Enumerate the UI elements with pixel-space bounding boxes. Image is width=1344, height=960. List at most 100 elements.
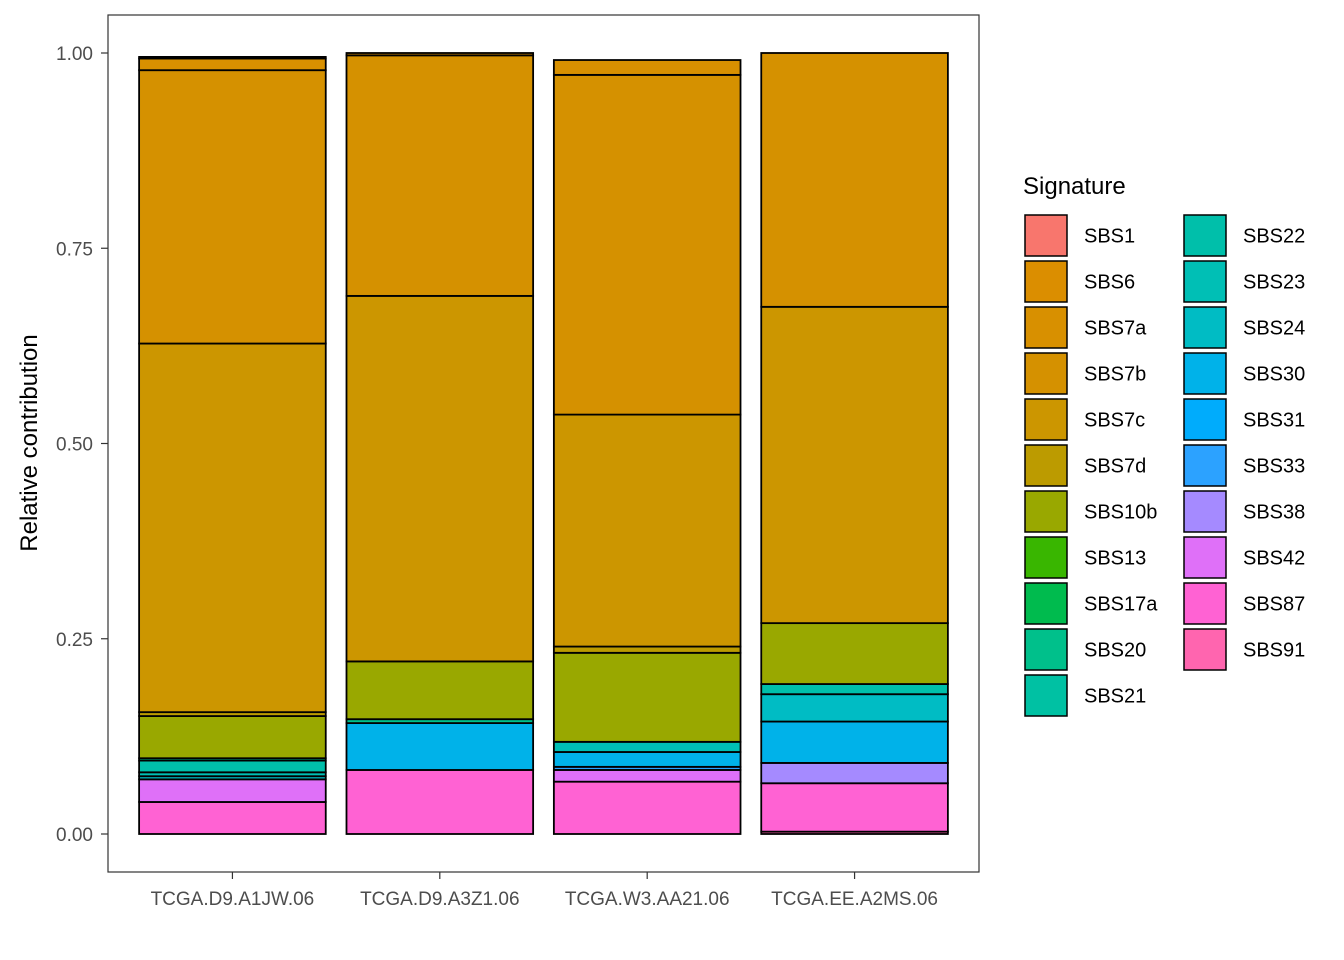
legend-title: Signature xyxy=(1023,173,1126,200)
legend-label: SBS13 xyxy=(1084,548,1146,570)
legend-label: SBS91 xyxy=(1243,640,1305,662)
legend-swatch xyxy=(1024,490,1068,533)
bar-segment-SBS7b-TCGA.W3.AA21.06 xyxy=(552,73,742,416)
bar-stack-TCGA.D9.A3Z1.06 xyxy=(345,52,535,835)
bar-segment-SBS7b-TCGA.D9.A3Z1.06 xyxy=(345,54,535,297)
legend-item-SBS7b: SBS7b xyxy=(1024,352,1146,395)
bar-segment-SBS6-TCGA.D9.A1JW.06 xyxy=(138,56,327,60)
bar-segment-SBS6-TCGA.D9.A3Z1.06 xyxy=(345,52,535,57)
legend-swatch xyxy=(1183,214,1227,257)
legend-item-SBS10b: SBS10b xyxy=(1024,490,1157,533)
bar-segment-SBS7a-TCGA.D9.A1JW.06 xyxy=(138,57,327,72)
bar-segment-SBS23-TCGA.W3.AA21.06 xyxy=(552,740,742,753)
legend-swatch xyxy=(1024,214,1068,257)
legend-label: SBS42 xyxy=(1243,548,1305,570)
legend-label: SBS17a xyxy=(1084,594,1158,616)
legend-label: SBS20 xyxy=(1084,640,1146,662)
legend-item-SBS21: SBS21 xyxy=(1024,674,1146,717)
legend-swatch xyxy=(1024,628,1068,671)
legend-label: SBS10b xyxy=(1084,502,1157,524)
bar-segment-SBS42-TCGA.D9.A1JW.06 xyxy=(138,778,327,803)
x-tick-label: TCGA.W3.AA21.06 xyxy=(565,889,730,910)
legend-swatch xyxy=(1024,260,1068,303)
bar-segment-SBS87-TCGA.D9.A1JW.06 xyxy=(138,801,327,835)
bar-segment-SBS30-TCGA.D9.A3Z1.06 xyxy=(345,722,535,771)
y-tick-label: 0.00 xyxy=(56,825,93,846)
legend-swatch xyxy=(1183,352,1227,395)
legend-swatch xyxy=(1183,582,1227,625)
legend-label: SBS23 xyxy=(1243,272,1305,294)
bar-segment-SBS7c-TCGA.D9.A3Z1.06 xyxy=(345,294,535,663)
legend-item-SBS91: SBS91 xyxy=(1183,628,1305,671)
legend-label: SBS6 xyxy=(1084,272,1135,294)
bar-segment-SBS10b-TCGA.D9.A1JW.06 xyxy=(138,715,327,760)
bar-segment-SBS7c-TCGA.W3.AA21.06 xyxy=(552,413,742,648)
legend-label: SBS38 xyxy=(1243,502,1305,524)
bar-segment-SBS87-TCGA.EE.A2MS.06 xyxy=(760,782,949,833)
bar-segment-SBS7b-TCGA.D9.A1JW.06 xyxy=(138,69,327,345)
legend-swatch xyxy=(1024,582,1068,625)
y-tick-label: 0.25 xyxy=(56,630,93,651)
legend-label: SBS7b xyxy=(1084,364,1146,386)
x-tick-label: TCGA.D9.A3Z1.06 xyxy=(360,889,519,910)
bar-segment-SBS22-TCGA.EE.A2MS.06 xyxy=(760,683,949,696)
legend-swatch xyxy=(1183,490,1227,533)
legend-swatch xyxy=(1183,536,1227,579)
legend-item-SBS6: SBS6 xyxy=(1024,260,1135,303)
bar-segment-SBS7a-TCGA.W3.AA21.06 xyxy=(552,59,742,76)
bar-segment-SBS7c-TCGA.D9.A1JW.06 xyxy=(138,342,327,714)
legend-item-SBS1: SBS1 xyxy=(1024,214,1135,257)
y-tick-label: 0.50 xyxy=(56,435,93,456)
bar-stack-TCGA.D9.A1JW.06 xyxy=(138,56,327,835)
bar-segment-SBS22-TCGA.D9.A1JW.06 xyxy=(138,759,327,774)
bar-segment-SBS30-TCGA.W3.AA21.06 xyxy=(552,751,742,768)
legend-swatch xyxy=(1024,398,1068,441)
bar-segment-SBS7d-TCGA.W3.AA21.06 xyxy=(552,645,742,654)
bar-stack-TCGA.EE.A2MS.06 xyxy=(760,52,949,835)
bar-segment-SBS24-TCGA.EE.A2MS.06 xyxy=(760,693,949,723)
x-axis: TCGA.D9.A1JW.06 TCGA.D9.A3Z1.06 TCGA.W3.AA… xyxy=(151,872,938,910)
legend-item-SBS22: SBS22 xyxy=(1183,214,1305,257)
legend-label: SBS7a xyxy=(1084,318,1147,340)
bar-segment-SBS7c-TCGA.EE.A2MS.06 xyxy=(760,305,949,625)
legend-label: SBS21 xyxy=(1084,686,1146,708)
legend-swatch xyxy=(1183,260,1227,303)
legend-swatch xyxy=(1183,398,1227,441)
legend-label: SBS31 xyxy=(1243,410,1305,432)
bar-segment-SBS10b-TCGA.D9.A3Z1.06 xyxy=(345,660,535,721)
legend-item-SBS33: SBS33 xyxy=(1183,444,1305,487)
legend-label: SBS33 xyxy=(1243,456,1305,478)
x-tick-label: TCGA.D9.A1JW.06 xyxy=(151,889,315,910)
bar-segment-SBS87-TCGA.D9.A3Z1.06 xyxy=(345,769,535,835)
y-tick-label: 0.75 xyxy=(56,239,93,260)
legend-item-SBS31: SBS31 xyxy=(1183,398,1305,441)
x-tick-label: TCGA.EE.A2MS.06 xyxy=(771,889,938,910)
bar-segment-SBS42-TCGA.W3.AA21.06 xyxy=(552,769,742,783)
bar-segment-SBS7b-TCGA.EE.A2MS.06 xyxy=(760,52,949,308)
legend-item-SBS7a: SBS7a xyxy=(1024,306,1147,349)
legend-item-SBS42: SBS42 xyxy=(1183,536,1305,579)
legend-item-SBS38: SBS38 xyxy=(1183,490,1305,533)
legend-label: SBS7d xyxy=(1084,456,1146,478)
legend-swatch xyxy=(1183,628,1227,671)
y-axis: 0.00 0.25 0.50 0.75 1.00 xyxy=(56,44,108,846)
bar-segment-SBS10b-TCGA.W3.AA21.06 xyxy=(552,651,742,743)
legend-label: SBS22 xyxy=(1243,226,1305,248)
legend-swatch xyxy=(1024,444,1068,487)
legend-item-SBS87: SBS87 xyxy=(1183,582,1305,625)
y-axis-title: Relative contribution xyxy=(16,334,43,551)
legend-label: SBS87 xyxy=(1243,594,1305,616)
legend-label: SBS24 xyxy=(1243,318,1305,340)
legend-swatch xyxy=(1183,306,1227,349)
legend-label: SBS30 xyxy=(1243,364,1305,386)
legend-swatch xyxy=(1024,674,1068,717)
bar-stack-TCGA.W3.AA21.06 xyxy=(552,59,742,835)
legend-item-SBS13: SBS13 xyxy=(1024,536,1146,579)
legend-item-SBS7d: SBS7d xyxy=(1024,444,1146,487)
legend-item-SBS7c: SBS7c xyxy=(1024,398,1145,441)
bar-segment-SBS10b-TCGA.EE.A2MS.06 xyxy=(760,622,949,685)
legend-label: SBS7c xyxy=(1084,410,1145,432)
bar-segment-SBS30-TCGA.EE.A2MS.06 xyxy=(760,720,949,764)
